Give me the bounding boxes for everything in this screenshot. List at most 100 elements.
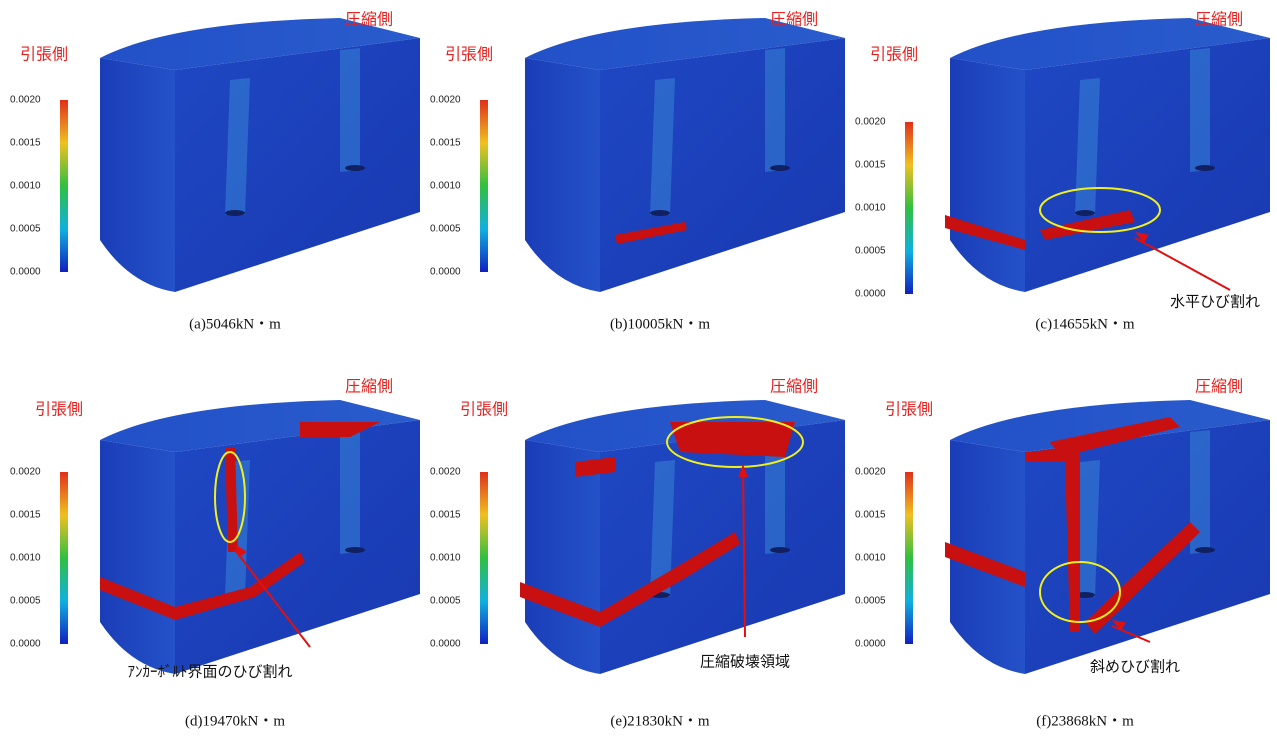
colorbar-tick-label: 0.0010 [10,553,41,564]
bolt-hole [1195,547,1215,553]
colorbar [60,472,68,644]
colorbar [60,100,68,272]
tension-label: 引張側 [885,400,933,419]
panel: 引張側 圧縮側 0.0020 0.0015 0.0010 0.0005 0.0000 斜めひび… [855,377,1270,729]
caption: (d)19470kN・m [185,713,285,729]
colorbar-tick-label: 0.0015 [10,510,41,521]
model-top [100,18,420,70]
crack-zone [1085,522,1200,634]
colorbar-tick-label: 0.0020 [430,467,461,478]
colorbar-tick-label: 0.0000 [430,267,461,278]
colorbar-tick-label: 0.0000 [10,267,41,278]
compression-label: 圧縮側 [770,10,818,29]
glow [1075,78,1100,215]
model-top [950,400,1270,452]
glow [1190,48,1210,172]
model-top [950,18,1270,70]
colorbar-tick-label: 0.0015 [430,138,461,149]
bolt-hole [650,210,670,216]
highlight [1039,187,1161,233]
colorbar-tick-label: 0.0005 [430,596,461,607]
colorbar-tick-label: 0.0010 [430,181,461,192]
crack-zone [670,422,795,457]
colorbar [480,100,488,272]
bolt-hole [770,547,790,553]
colorbar-tick-label: 0.0015 [855,510,886,521]
colorbar [905,122,913,294]
model [945,18,1270,292]
panel: 引張側 圧縮側 0.0020 0.0015 0.0010 0.0005 0.0000 圧縮破壊… [430,377,845,729]
crack-zone [1040,210,1135,240]
colorbar-tick-label: 0.0020 [855,117,886,128]
crack-zone [100,552,305,620]
arrow-line [1111,625,1151,643]
colorbar-tick-label: 0.0000 [855,289,886,300]
bolt-hole [770,165,790,171]
model-side [100,440,175,674]
caption: (f)23868kN・m [1036,713,1134,729]
colorbar-tick-label: 0.0020 [855,467,886,478]
glow [340,48,360,172]
crack-zone [615,222,687,244]
colorbar-tick-label: 0.0005 [10,224,41,235]
model-front [600,38,845,292]
arrow-head [1135,232,1149,243]
colorbar-tick-label: 0.0000 [430,639,461,650]
arrow-head [1112,620,1126,631]
glow [650,460,675,597]
panel: 引張側 圧縮側 0.0020 0.0015 0.0010 0.0005 0.0000 水平ひび… [855,10,1270,332]
arrow-line [742,469,746,638]
arrow-line [234,549,311,648]
colorbar-tick-label: 0.0010 [430,553,461,564]
compression-label: 圧縮側 [345,377,393,396]
colorbar [480,472,488,644]
caption: (e)21830kN・m [610,713,709,729]
model-front [175,420,420,674]
caption: (a)5046kN・m [189,316,281,332]
model [520,400,845,674]
colorbar-tick-label: 0.0005 [10,596,41,607]
annotation: 水平ひび割れ [1170,293,1260,311]
arrow-line [1134,237,1231,291]
annotation: 斜めひび割れ [1090,658,1180,676]
tension-label: 引張側 [20,45,68,64]
panel: 引張側 圧縮側 0.0020 0.0015 0.0010 0.0005 0.0000 (a)5… [10,10,420,332]
bolt-hole [345,165,365,171]
colorbar-tick-label: 0.0005 [430,224,461,235]
tension-label: 引張側 [445,45,493,64]
model-top [100,400,420,452]
glow [1190,430,1210,554]
crack-zone [945,542,1025,587]
bolt-hole [225,210,245,216]
model-side [525,58,600,292]
model [525,18,845,292]
colorbar-tick-label: 0.0015 [855,160,886,171]
annotation: 圧縮破壊領域 [700,653,790,671]
glow [340,430,360,554]
model-side [100,58,175,292]
tension-label: 引張側 [35,400,83,419]
glow [225,78,250,215]
colorbar-tick-label: 0.0015 [10,138,41,149]
bolt-hole [345,547,365,553]
crack-zone [1050,417,1180,457]
colorbar [905,472,913,644]
crack-zone [1025,447,1080,632]
colorbar-tick-label: 0.0000 [855,639,886,650]
glow [650,78,675,215]
caption: (b)10005kN・m [610,316,710,332]
model-side [950,440,1025,674]
arrow-head [235,544,247,558]
arrow-head [738,464,748,478]
crack-zone [520,532,740,627]
highlight [214,451,246,543]
highlight [1039,561,1121,623]
colorbar-tick-label: 0.0010 [10,181,41,192]
model [945,400,1270,674]
colorbar-tick-label: 0.0005 [855,596,886,607]
colorbar-tick-label: 0.0000 [10,639,41,650]
glow [765,48,785,172]
bolt-hole [1195,165,1215,171]
annotation: ｱﾝｶｰﾎﾞﾙﾄ界面のひび割れ [127,663,292,681]
